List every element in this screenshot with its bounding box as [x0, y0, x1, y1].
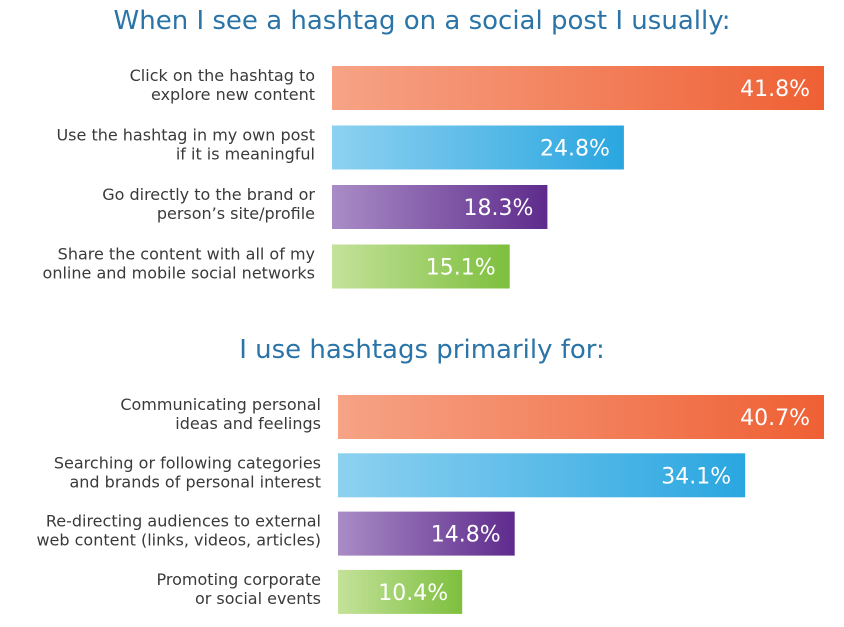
bar-value-label: 41.8% — [740, 77, 810, 102]
bar — [332, 66, 824, 110]
category-label: Use the hashtag in my own post — [56, 126, 315, 145]
bar-value-label: 15.1% — [426, 256, 496, 281]
category-label: Share the content with all of my — [58, 245, 315, 264]
chart-panel-primarily: I use hashtags primarily for: 40.7% Commun… — [36, 335, 824, 614]
bar-value-label: 10.4% — [378, 581, 448, 606]
category-label: Re-directing audiences to external — [46, 512, 321, 531]
bar-value-label: 40.7% — [740, 406, 810, 431]
category-label: if it is meaningful — [176, 145, 315, 164]
chart-title: I use hashtags primarily for: — [239, 335, 605, 365]
category-label: Searching or following categories — [54, 453, 321, 472]
bar — [338, 569, 463, 614]
category-label: ideas and feelings — [175, 414, 321, 433]
bar — [338, 453, 746, 498]
bar — [332, 125, 624, 170]
category-label: person’s site/profile — [157, 204, 315, 223]
category-label: web content (links, videos, articles) — [36, 531, 321, 550]
bar — [332, 185, 548, 229]
chart-panel-usually: When I see a hashtag on a social post I … — [43, 6, 824, 289]
category-label: Click on the hashtag to — [130, 66, 315, 85]
category-label: or social events — [195, 589, 321, 608]
bar — [338, 395, 824, 439]
category-label: explore new content — [151, 85, 315, 104]
category-label: Promoting corporate — [157, 570, 321, 589]
category-label: and brands of personal interest — [69, 472, 321, 491]
bar-value-label: 14.8% — [431, 523, 501, 548]
bar-value-label: 34.1% — [661, 464, 731, 489]
category-label: Go directly to the brand or — [102, 185, 315, 204]
category-label: Communicating personal — [120, 395, 321, 414]
bar — [332, 244, 510, 289]
category-label: online and mobile social networks — [43, 264, 315, 283]
chart-title: When I see a hashtag on a social post I … — [114, 6, 731, 36]
bar-value-label: 24.8% — [540, 137, 610, 162]
bar-value-label: 18.3% — [464, 196, 534, 221]
bar — [338, 511, 515, 556]
